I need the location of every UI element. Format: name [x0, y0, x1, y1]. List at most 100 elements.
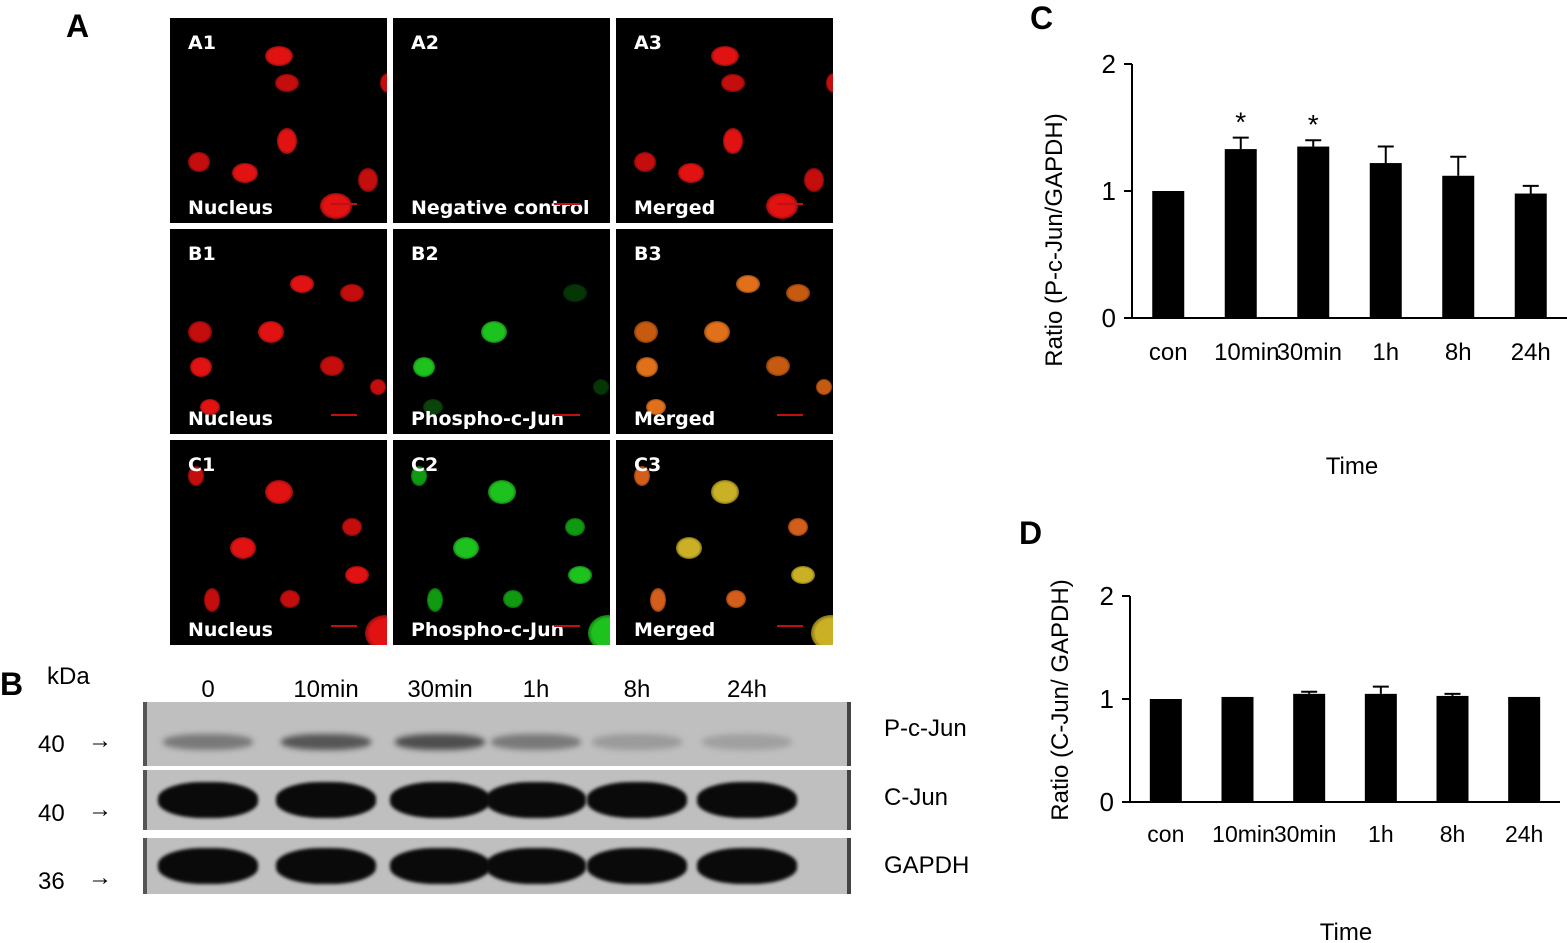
nucleus-spot — [676, 537, 702, 559]
kda-label: kDa — [47, 663, 90, 690]
blot-band — [587, 782, 687, 818]
x-tick-label: 30min — [1274, 821, 1337, 847]
kda-value: 40 — [38, 731, 65, 758]
nucleus-spot — [290, 275, 314, 293]
blot-band — [281, 734, 371, 750]
tile-label: Nucleus — [188, 619, 273, 641]
nucleus-spot — [634, 321, 658, 343]
micrograph-tile: A2 Negative control — [393, 18, 610, 223]
nucleus-spot — [342, 518, 362, 536]
nucleus-spot — [411, 466, 427, 486]
tile-label: Phospho-c-Jun — [411, 408, 565, 430]
nucleus-spot — [275, 74, 299, 92]
tile-code: B3 — [634, 243, 662, 265]
micrograph-tile: B1 Nucleus — [170, 229, 387, 434]
blot-band — [697, 782, 797, 818]
nucleus-spot — [345, 566, 369, 584]
panel-letter-a: A — [66, 8, 90, 44]
tile-code: B2 — [411, 243, 439, 265]
micrograph-tile: B3 Merged — [616, 229, 833, 434]
bar — [1508, 696, 1541, 802]
micrograph-tile: B2 Phospho-c-Jun — [393, 229, 610, 434]
kda-value: 36 — [38, 868, 65, 895]
nucleus-spot — [427, 588, 443, 612]
nucleus-spot — [188, 466, 204, 486]
nucleus-spot — [811, 615, 833, 645]
kda-value: 40 — [38, 800, 65, 827]
blot-band — [395, 734, 485, 750]
nucleus-spot — [232, 163, 258, 183]
nucleus-spot — [563, 284, 587, 302]
nucleus-spot — [280, 590, 300, 608]
nucleus-spot — [723, 128, 743, 154]
bar — [1364, 693, 1397, 802]
arrow-right-icon: → — [88, 864, 112, 891]
bar — [1224, 149, 1257, 318]
nucleus-spot — [711, 46, 739, 66]
nucleus-spot — [265, 480, 293, 504]
bar — [1369, 163, 1402, 318]
tile-code: C1 — [188, 454, 216, 476]
blot-band — [276, 782, 376, 818]
scale-bar — [777, 414, 803, 416]
micrograph-tile: A1 Nucleus — [170, 18, 387, 223]
bar — [1436, 695, 1469, 802]
x-tick-label: con — [1149, 339, 1188, 366]
tile-label: Nucleus — [188, 197, 273, 219]
blot-band — [390, 848, 490, 884]
x-tick-label: con — [1147, 821, 1184, 847]
blot-band — [158, 782, 258, 818]
nucleus-spot — [736, 275, 760, 293]
x-tick-label: 30min — [1277, 339, 1342, 366]
nucleus-spot — [188, 321, 212, 343]
blot-band — [163, 734, 253, 750]
bar — [1149, 699, 1182, 802]
lane-label: 1h — [522, 676, 550, 703]
arrow-right-icon: → — [88, 796, 112, 823]
tile-code: C2 — [411, 454, 439, 476]
tile-code: C3 — [634, 454, 662, 476]
x-tick-label: 24h — [1511, 339, 1551, 366]
nucleus-spot — [230, 537, 256, 559]
x-tick-label: 1h — [1368, 821, 1394, 847]
micrograph-tile: C1 Nucleus — [170, 440, 387, 645]
x-tick-label: 10min — [1212, 821, 1275, 847]
blot-band — [592, 734, 682, 750]
nucleus-spot — [593, 379, 609, 395]
tile-code: B1 — [188, 243, 216, 265]
blot-band — [486, 848, 586, 884]
y-tick-label: 0 — [1102, 303, 1116, 333]
scale-bar — [554, 414, 580, 416]
lane-label: 10min — [293, 676, 359, 703]
nucleus-spot — [711, 480, 739, 504]
scale-bar — [331, 203, 357, 205]
nucleus-spot — [726, 590, 746, 608]
significance-star: * — [1308, 109, 1319, 140]
arrow-right-icon: → — [88, 727, 112, 754]
lane-label: 24h — [726, 676, 768, 703]
nucleus-spot — [453, 537, 479, 559]
bar — [1514, 193, 1547, 318]
nucleus-spot — [265, 46, 293, 66]
chart-c-xlabel: Time — [1326, 453, 1378, 480]
tile-label: Phospho-c-Jun — [411, 619, 565, 641]
bar — [1152, 191, 1185, 318]
scale-bar — [554, 625, 580, 627]
panel-letter-c: C — [1030, 0, 1054, 36]
nucleus-spot — [320, 356, 344, 376]
blot-band — [276, 848, 376, 884]
nucleus-spot — [188, 152, 210, 172]
nucleus-spot — [200, 399, 220, 415]
nucleus-spot — [766, 356, 790, 376]
tile-code: A3 — [634, 32, 662, 54]
lane-label: 8h — [623, 676, 651, 703]
nucleus-spot — [816, 379, 832, 395]
nucleus-spot — [646, 399, 666, 415]
bar — [1221, 696, 1254, 802]
nucleus-spot — [277, 128, 297, 154]
nucleus-spot — [766, 193, 798, 219]
nucleus-spot — [481, 321, 507, 343]
protein-label: GAPDH — [884, 852, 970, 879]
x-tick-label: 8h — [1445, 339, 1472, 366]
nucleus-spot — [503, 590, 523, 608]
